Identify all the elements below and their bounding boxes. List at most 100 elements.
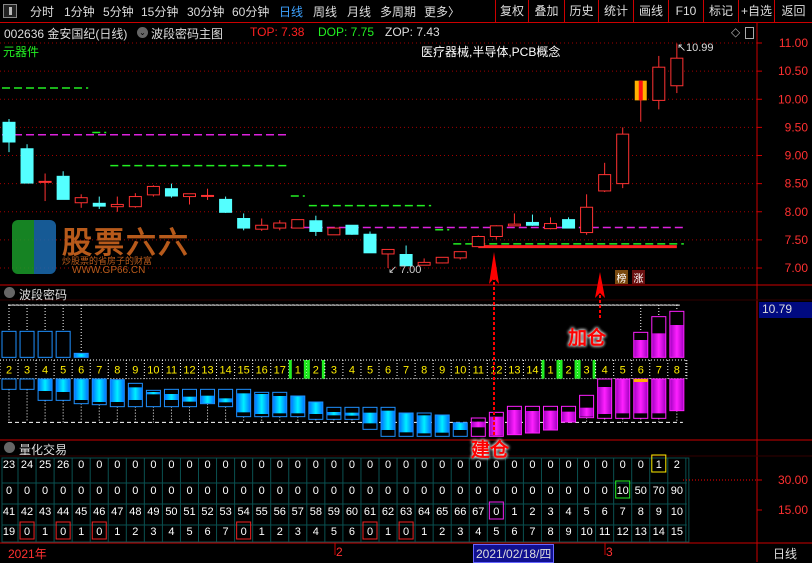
wave-count: 3: [331, 364, 337, 376]
stock-code-name: 002636 金安国纪(日线): [4, 25, 127, 42]
quant-cell: 1: [78, 526, 84, 538]
quant-cell: 0: [295, 485, 301, 497]
quant-cell: 0: [529, 459, 535, 471]
wave-count: 1: [295, 364, 301, 376]
quant-cell: 46: [93, 506, 105, 518]
wave-lower-fill: [580, 408, 594, 417]
max-price-label: 10.99: [686, 42, 714, 54]
quant-cell: 0: [223, 459, 229, 471]
quant-cell: 59: [328, 506, 340, 518]
action-button-1[interactable]: 叠加: [528, 0, 564, 22]
quant-cell: 0: [259, 459, 265, 471]
timeline-month-feb: 2: [336, 545, 343, 559]
wave-lower-fill: [345, 413, 359, 416]
action-button-7[interactable]: +自选: [738, 0, 774, 22]
quant-cell: 0: [349, 485, 355, 497]
sidebar-toggle-icon[interactable]: [3, 4, 17, 18]
quant-cell: 64: [418, 506, 430, 518]
tab-period-6[interactable]: 日线: [279, 3, 303, 20]
wave-count: 1: [547, 364, 553, 376]
quant-cell: 4: [168, 526, 174, 538]
candle: [21, 149, 33, 183]
quant-panel-title: 量化交易: [19, 441, 67, 458]
tab-period-2[interactable]: 5分钟: [103, 3, 134, 20]
quant-cell: 44: [57, 506, 69, 518]
max-arrow-icon: ↖: [677, 42, 686, 54]
tab-period-3[interactable]: 15分钟: [141, 3, 178, 20]
action-button-8[interactable]: 返回: [774, 0, 812, 22]
quant-cell: 0: [385, 485, 391, 497]
tab-period-9[interactable]: 多周期: [380, 3, 416, 20]
quant-cell: 0: [277, 459, 283, 471]
action-button-6[interactable]: 标记: [703, 0, 738, 22]
candle: [202, 195, 214, 196]
wave-lower-fill: [616, 379, 630, 413]
quant-cell: 7: [620, 506, 626, 518]
wave-lower-fill: [453, 423, 467, 430]
wave-count: 10: [147, 364, 159, 376]
wave-lower-fill: [128, 387, 142, 400]
quant-cell: 0: [511, 459, 517, 471]
candle: [490, 226, 502, 237]
quant-cell: 49: [147, 506, 159, 518]
rank-badge[interactable]: 榜: [615, 270, 628, 284]
panel-toggle-icon[interactable]: [745, 27, 754, 39]
quant-cell: 0: [367, 485, 373, 497]
candle: [184, 194, 196, 197]
quant-cell: 0: [241, 485, 247, 497]
sector-label: 元器件: [3, 43, 39, 60]
quant-cell: 2: [277, 526, 283, 538]
wave-lower-fill: [525, 411, 539, 433]
tab-period-4[interactable]: 30分钟: [187, 3, 224, 20]
indicator-name[interactable]: 波段密码主图: [151, 25, 223, 42]
tab-period-1[interactable]: 1分钟: [64, 3, 95, 20]
rise-badge[interactable]: 涨: [632, 270, 645, 284]
collapse-icon[interactable]: [4, 442, 15, 453]
wave-lower-fill: [110, 380, 124, 402]
tab-period-5[interactable]: 60分钟: [232, 3, 269, 20]
quant-cell: 0: [114, 459, 120, 471]
quant-cell: 0: [493, 506, 499, 518]
price-tick-label: 8.00: [785, 205, 809, 219]
wave-upper-fill: [652, 333, 666, 357]
candle: [129, 197, 141, 207]
wave-lower-bar: [219, 389, 233, 406]
wave-count: 5: [367, 364, 373, 376]
wave-count: 15: [238, 364, 250, 376]
wave-lower-fill: [146, 392, 160, 394]
quant-cell: 4: [313, 526, 319, 538]
quant-cell: 61: [364, 506, 376, 518]
action-button-5[interactable]: F10: [668, 0, 703, 22]
wave-lower-fill: [38, 379, 52, 391]
action-button-2[interactable]: 历史: [564, 0, 598, 22]
action-button-3[interactable]: 统计: [598, 0, 633, 22]
quant-cell: 0: [602, 459, 608, 471]
quant-cell: 0: [565, 485, 571, 497]
quant-cell: 0: [565, 459, 571, 471]
quant-cell: 5: [331, 526, 337, 538]
quant-cell: 0: [132, 485, 138, 497]
quant-cell: 0: [204, 459, 210, 471]
diamond-icon[interactable]: ◇: [731, 25, 740, 39]
quant-cell: 0: [295, 459, 301, 471]
candle: [3, 122, 15, 142]
quant-cell: 45: [75, 506, 87, 518]
candle: [472, 237, 484, 247]
chevron-down-icon[interactable]: ⌄: [137, 27, 148, 38]
wave-lower-fill: [471, 422, 485, 428]
quant-cell: 0: [42, 485, 48, 497]
tab-period-8[interactable]: 月线: [347, 3, 371, 20]
cursor-date: 2021/02/18/四: [473, 544, 554, 563]
tab-period-0[interactable]: 分时: [30, 3, 54, 20]
quant-cell: 0: [638, 459, 644, 471]
quant-cell: 0: [367, 526, 373, 538]
action-button-0[interactable]: 复权: [495, 0, 528, 22]
quant-cell: 47: [111, 506, 123, 518]
quant-cell: 0: [241, 526, 247, 538]
quant-cell: 8: [547, 526, 553, 538]
action-button-4[interactable]: 画线: [633, 0, 668, 22]
tab-period-7[interactable]: 周线: [313, 3, 337, 20]
collapse-icon[interactable]: [4, 287, 15, 298]
tab-period-10[interactable]: 更多〉: [424, 3, 460, 20]
